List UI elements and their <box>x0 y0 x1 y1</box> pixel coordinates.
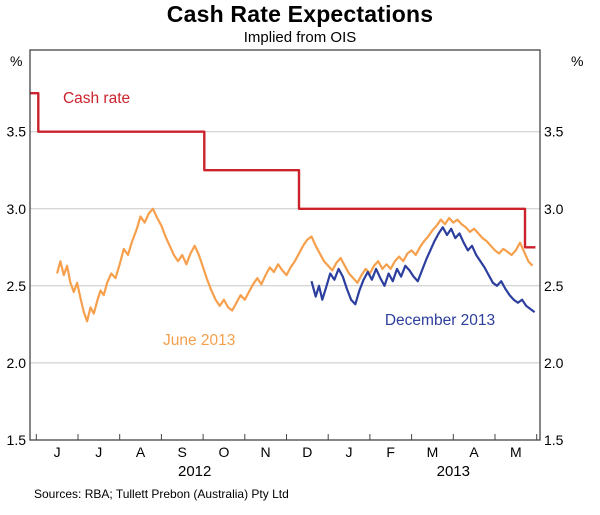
y-axis-unit-left: % <box>10 53 23 69</box>
svg-text:J: J <box>346 444 353 460</box>
cash-rate-series-label: Cash rate <box>62 90 131 108</box>
svg-text:2.5: 2.5 <box>544 278 564 294</box>
chart-subtitle: Implied from OIS <box>243 29 357 46</box>
svg-text:S: S <box>178 444 187 460</box>
svg-text:M: M <box>510 444 522 460</box>
svg-text:2012: 2012 <box>178 463 211 480</box>
svg-text:3.5: 3.5 <box>7 124 27 140</box>
svg-text:2013: 2013 <box>437 463 470 480</box>
svg-text:J: J <box>95 444 102 460</box>
y-axis-labels-left: 3.5 3.0 2.5 2.0 1.5 <box>7 124 27 448</box>
svg-text:2.0: 2.0 <box>544 355 564 371</box>
svg-text:F: F <box>386 444 395 460</box>
cash-rate-line <box>30 92 536 249</box>
svg-text:2.5: 2.5 <box>7 278 27 294</box>
december-2013-series-label: December 2013 <box>384 312 496 330</box>
svg-text:N: N <box>261 444 271 460</box>
svg-text:3.0: 3.0 <box>544 201 564 217</box>
series-lines <box>30 92 536 323</box>
sources-note: Sources: RBA; Tullett Prebon (Australia)… <box>34 487 289 501</box>
chart-title: Cash Rate Expectations <box>166 1 434 27</box>
y-axis-labels-right: 3.5 3.0 2.5 2.0 1.5 <box>544 124 564 448</box>
svg-text:3.5: 3.5 <box>544 124 564 140</box>
svg-text:A: A <box>136 444 146 460</box>
svg-text:J: J <box>54 444 61 460</box>
svg-text:M: M <box>427 444 439 460</box>
december-2013-line <box>310 226 536 313</box>
svg-text:2.0: 2.0 <box>7 355 27 371</box>
x-tick-marks <box>35 434 538 440</box>
june-2013-line <box>56 207 534 323</box>
plot-frame <box>29 49 541 441</box>
june-2013-series-label: June 2013 <box>163 332 236 350</box>
svg-text:D: D <box>302 444 312 460</box>
x-year-labels: 2012 2013 <box>178 463 470 480</box>
svg-text:1.5: 1.5 <box>7 432 27 448</box>
svg-text:O: O <box>218 444 229 460</box>
svg-text:1.5: 1.5 <box>544 432 564 448</box>
svg-text:A: A <box>469 444 479 460</box>
svg-text:3.0: 3.0 <box>7 201 27 217</box>
y-axis-unit-right: % <box>571 53 584 69</box>
